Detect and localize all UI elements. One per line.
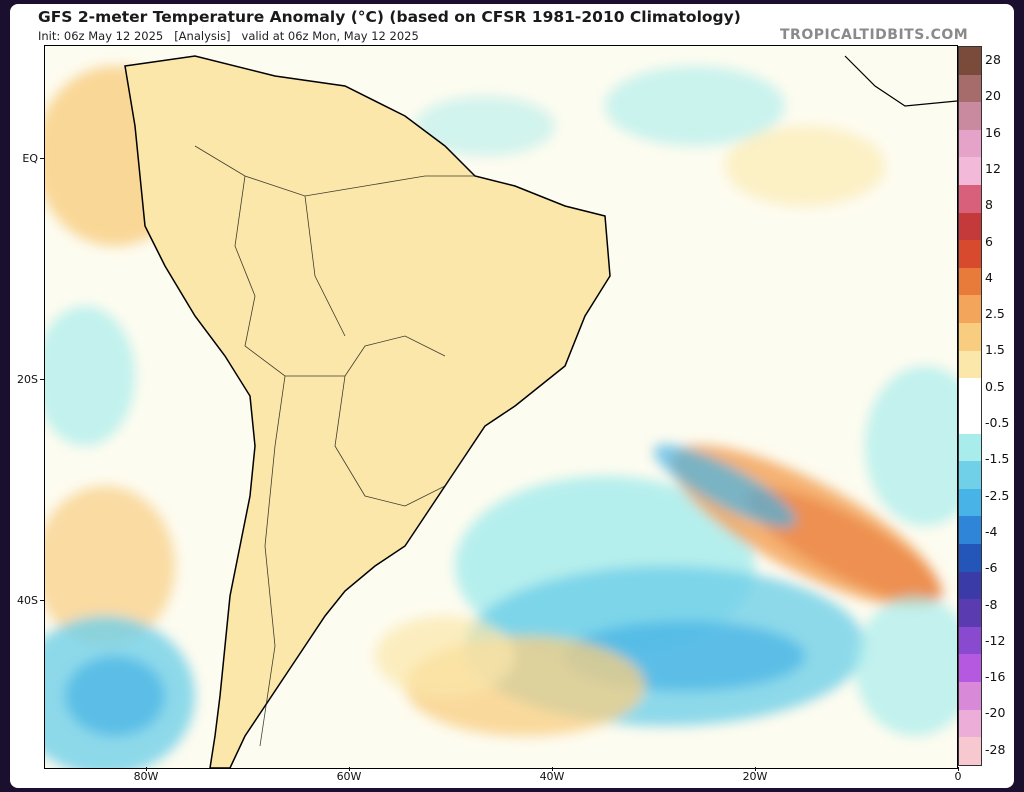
colorbar-label: -2.5 — [985, 487, 1010, 503]
colorbar-box — [959, 682, 981, 710]
colorbar-label: -6 — [985, 560, 998, 576]
africa-coast — [844, 55, 957, 107]
colorbar-box — [959, 433, 981, 462]
lat-label-20s: 20S — [17, 373, 38, 386]
chart-title: GFS 2-meter Temperature Anomaly (°C) (ba… — [38, 8, 741, 26]
colorbar-box — [959, 405, 981, 434]
colorbar-box — [959, 240, 981, 268]
colorbar-box — [959, 737, 981, 765]
colorbar-label: -4 — [985, 523, 998, 539]
colorbar-label: -8 — [985, 596, 998, 612]
colorbar-label: -28 — [985, 741, 1006, 757]
colorbar-label: 1.5 — [985, 342, 1005, 358]
colorbar-box — [959, 74, 981, 103]
colorbar-box — [959, 157, 981, 186]
colorbar-box — [959, 185, 981, 213]
colorbar-label: -12 — [985, 632, 1006, 648]
anomaly-map — [44, 45, 958, 769]
colorbar-label: 8 — [985, 197, 993, 213]
colorbar-label: 16 — [985, 124, 1001, 140]
lon-tick — [755, 767, 756, 771]
colorbar-label: -0.5 — [985, 415, 1010, 430]
colorbar-box — [959, 461, 981, 489]
lon-tick — [958, 767, 959, 771]
lon-label-20w: 20W — [742, 770, 768, 783]
lon-label-0: 0 — [954, 770, 962, 783]
colorbar-label: 0.5 — [985, 378, 1005, 394]
colorbar-box — [959, 626, 981, 655]
colorbar-box — [959, 323, 981, 351]
lat-tick — [40, 158, 44, 159]
colorbar-box — [959, 267, 981, 296]
colorbar-label: 4 — [985, 269, 993, 285]
country-borders — [194, 145, 475, 747]
lon-tick — [349, 767, 350, 771]
colorbar-box — [959, 654, 981, 683]
colorbar-label: 6 — [985, 233, 993, 249]
colorbar-box — [959, 571, 981, 600]
lon-label-40w: 40W — [539, 770, 565, 783]
lon-label-60w: 60W — [336, 770, 362, 783]
map-canvas — [45, 46, 957, 768]
colorbar-box — [959, 378, 981, 406]
colorbar-box — [959, 295, 981, 324]
lon-tick — [552, 767, 553, 771]
chart-subtitle: Init: 06z May 12 2025 [Analysis] valid a… — [38, 29, 419, 43]
colorbar-box — [959, 516, 981, 544]
colorbar-box — [959, 599, 981, 627]
lat-label-eq: EQ — [22, 152, 38, 165]
ocean-anomaly-fields — [45, 66, 957, 768]
colorbar-box — [959, 350, 981, 379]
lat-label-40s: 40S — [17, 594, 38, 607]
colorbar-label: 28 — [985, 52, 1001, 67]
colorbar-box — [959, 543, 981, 572]
colorbar-box — [959, 488, 981, 517]
colorbar-box — [959, 129, 981, 158]
colorbar-label: -1.5 — [985, 451, 1010, 467]
colorbar-label: -20 — [985, 705, 1006, 721]
colorbar-label: 12 — [985, 160, 1001, 176]
colorbar-label: 2.5 — [985, 306, 1005, 322]
colorbar — [958, 46, 982, 766]
colorbar-label: -16 — [985, 669, 1006, 685]
colorbar-label: 20 — [985, 88, 1001, 104]
source-credit: TROPICALTIDBITS.COM — [780, 27, 969, 43]
colorbar-box — [959, 709, 981, 738]
lat-tick — [40, 600, 44, 601]
lon-tick — [146, 767, 147, 771]
colorbar-box — [959, 212, 981, 241]
colorbar-box — [959, 47, 981, 75]
lon-label-80w: 80W — [133, 770, 159, 783]
colorbar-box — [959, 102, 981, 130]
lat-tick — [40, 379, 44, 380]
